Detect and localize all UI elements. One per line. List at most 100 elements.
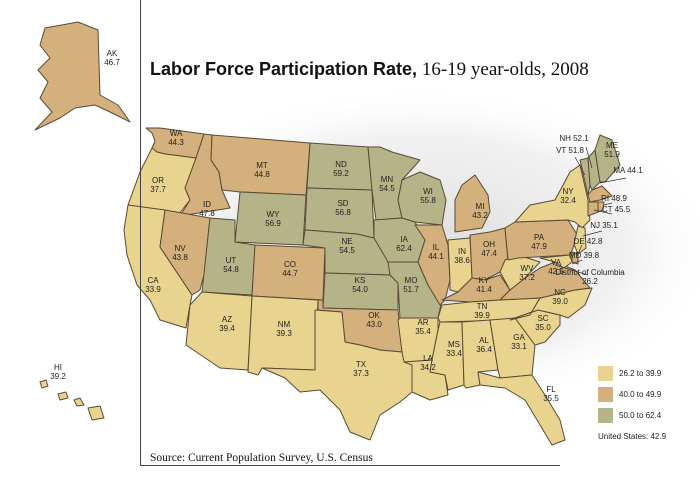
state-nh xyxy=(587,149,601,191)
state-label-ks: KS xyxy=(355,276,366,285)
state-value-wi: 55.8 xyxy=(420,196,436,205)
state-value-wy: 56.9 xyxy=(265,219,281,228)
state-value-il: 44.1 xyxy=(428,252,444,261)
state-label-co: CO xyxy=(284,260,296,269)
state-value-ak: 46.7 xyxy=(104,58,120,67)
state-value-mt: 44.8 xyxy=(254,170,270,179)
state-label-nh: NH 52.1 xyxy=(559,134,589,143)
state-value-dc: 26.2 xyxy=(582,277,598,286)
legend-item: 26.2 to 39.9 xyxy=(598,366,661,381)
state-label-sd: SD xyxy=(337,199,348,208)
frame-horizontal-line xyxy=(140,465,560,466)
state-value-ok: 43.0 xyxy=(366,320,382,329)
state-label-mn: MN xyxy=(381,175,394,184)
state-ak xyxy=(34,21,131,131)
state-value-ne: 54.5 xyxy=(339,246,355,255)
map-title-rest: 16-19 year-olds, 2008 xyxy=(417,59,589,80)
state-label-vt: VT 51.8 xyxy=(556,146,584,155)
state-value-az: 39.4 xyxy=(219,324,235,333)
state-value-mn: 54.5 xyxy=(379,184,395,193)
state-label-ri: RI 48.9 xyxy=(601,194,627,203)
state-value-me: 51.9 xyxy=(604,150,620,159)
state-value-nc: 39.0 xyxy=(552,297,568,306)
state-label-pa: PA xyxy=(534,233,545,242)
state-value-in: 38.6 xyxy=(454,256,470,265)
state-label-oh: OH xyxy=(483,240,495,249)
state-value-ny: 32.4 xyxy=(560,196,576,205)
state-value-ar: 35.4 xyxy=(415,327,431,336)
legend-swatch xyxy=(598,366,613,381)
state-de xyxy=(571,251,579,265)
frame-vertical-line xyxy=(140,0,141,465)
state-value-ga: 33.1 xyxy=(511,342,527,351)
state-label-wy: WY xyxy=(267,210,281,219)
state-nj xyxy=(573,225,587,255)
state-label-ca: CA xyxy=(147,276,159,285)
state-il xyxy=(414,224,451,306)
state-label-nj: NJ 35.1 xyxy=(590,221,618,230)
legend-label: 26.2 to 39.9 xyxy=(619,369,662,378)
state-value-mo: 51.7 xyxy=(403,285,419,294)
state-value-id: 47.8 xyxy=(199,209,215,218)
legend-item: 40.0 to 49.9 xyxy=(598,387,661,402)
state-ri xyxy=(597,201,605,213)
state-value-ia: 62.4 xyxy=(396,244,412,253)
state-va xyxy=(499,261,591,301)
state-value-mi: 43.2 xyxy=(472,211,488,220)
state-value-va: 42.5 xyxy=(548,267,564,276)
state-label-de: DE 42.8 xyxy=(574,237,603,246)
state-value-nm: 39.3 xyxy=(276,329,292,338)
state-label-nv: NV xyxy=(174,244,186,253)
map-title-bold: Labor Force Participation Rate, xyxy=(150,59,418,79)
state-label-ut: UT xyxy=(226,256,237,265)
state-label-nc: NC xyxy=(554,288,566,297)
state-label-ct: CT 45.5 xyxy=(602,205,631,214)
state-label-ar: AR xyxy=(417,318,428,327)
state-label-id: ID xyxy=(203,200,211,209)
state-label-ny: NY xyxy=(562,187,574,196)
state-label-tn: TN xyxy=(477,302,488,311)
state-value-ms: 33.4 xyxy=(446,349,462,358)
map-title: Labor Force Participation Rate, 16-19 ye… xyxy=(150,59,589,81)
state-label-hi: HI xyxy=(54,363,62,372)
state-label-dc: District of Columbia xyxy=(555,268,625,277)
legend-swatch xyxy=(598,408,613,423)
state-label-wi: WI xyxy=(423,187,433,196)
state-label-nm: NM xyxy=(278,320,291,329)
state-mi xyxy=(454,174,491,233)
state-md xyxy=(539,254,573,269)
state-value-nd: 59.2 xyxy=(333,169,349,178)
state-hi xyxy=(39,379,105,421)
state-value-al: 36.4 xyxy=(476,345,492,354)
state-label-fl: FL xyxy=(546,385,556,394)
state-value-wv: 37.2 xyxy=(519,273,535,282)
state-value-tn: 39.9 xyxy=(474,311,490,320)
state-label-ne: NE xyxy=(341,237,352,246)
state-label-in: IN xyxy=(458,247,466,256)
legend: 26.2 to 39.9 40.0 to 49.9 50.0 to 62.4 xyxy=(598,366,661,429)
state-label-ga: GA xyxy=(513,333,525,342)
state-label-wv: WV xyxy=(521,264,535,273)
state-ny xyxy=(514,164,591,229)
state-label-tx: TX xyxy=(356,360,367,369)
state-nc xyxy=(509,287,593,321)
state-value-la: 34.2 xyxy=(420,363,436,372)
state-label-ky: KY xyxy=(479,276,490,285)
state-label-sc: SC xyxy=(537,314,548,323)
state-value-ut: 54.8 xyxy=(223,265,239,274)
state-label-me: ME xyxy=(606,141,618,150)
state-value-tx: 37.3 xyxy=(353,369,369,378)
us-total: United States: 42.9 xyxy=(598,432,667,441)
state-value-ca: 33.9 xyxy=(145,285,161,294)
legend-item: 50.0 to 62.4 xyxy=(598,408,661,423)
state-label-mo: MO xyxy=(405,276,418,285)
state-label-al: AL xyxy=(479,336,489,345)
state-label-ia: IA xyxy=(400,235,408,244)
state-value-pa: 47.9 xyxy=(531,242,547,251)
state-value-sd: 56.8 xyxy=(335,208,351,217)
state-label-la: LA xyxy=(423,354,433,363)
state-label-il: IL xyxy=(433,243,440,252)
state-label-az: AZ xyxy=(222,315,232,324)
state-label-md: MD 39.8 xyxy=(569,251,600,260)
